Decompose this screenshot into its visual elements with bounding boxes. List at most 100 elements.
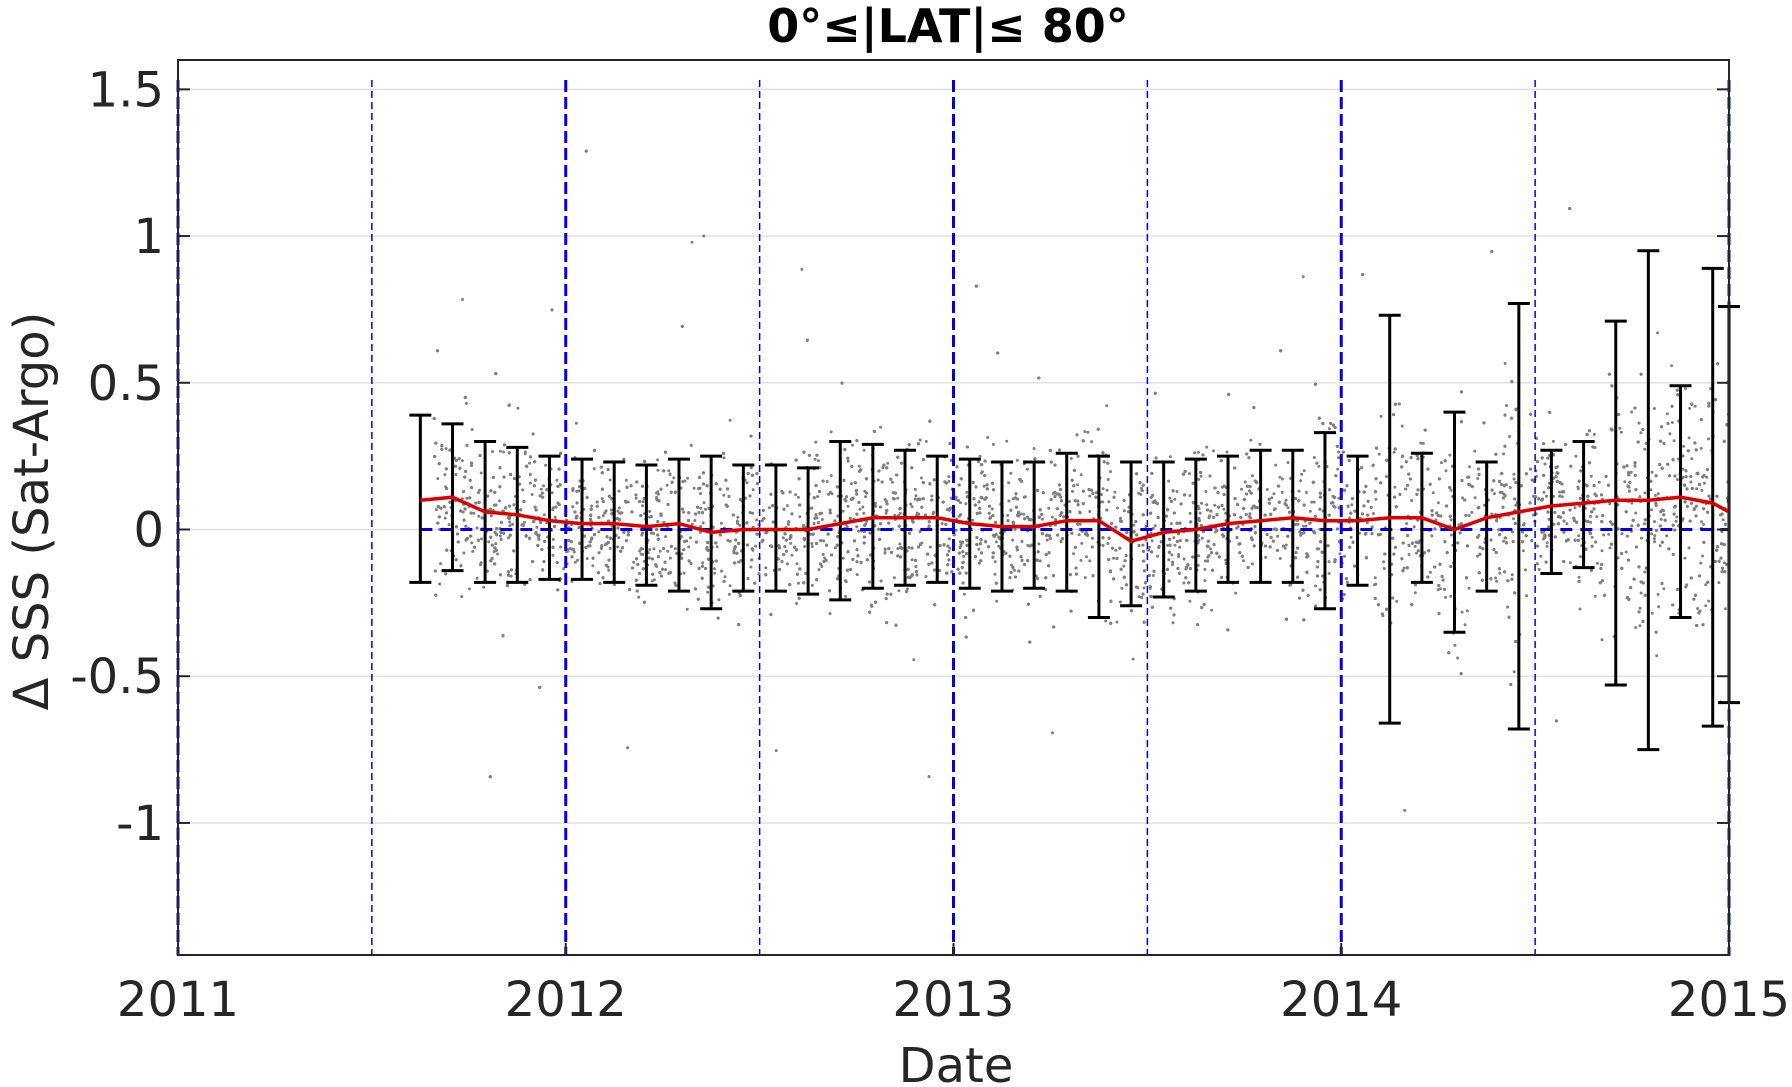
data-point	[1674, 519, 1678, 523]
data-point	[1210, 608, 1214, 612]
data-point	[1265, 488, 1269, 491]
data-point	[749, 565, 753, 569]
data-point	[470, 541, 474, 545]
data-point	[1294, 551, 1298, 554]
data-point	[1337, 496, 1341, 500]
data-point	[1173, 497, 1177, 501]
data-point	[607, 568, 611, 572]
data-point	[687, 545, 691, 549]
data-point	[1308, 509, 1312, 513]
data-point	[472, 511, 476, 515]
data-point	[1120, 586, 1124, 590]
data-point	[994, 540, 998, 544]
data-point	[521, 488, 525, 492]
data-point	[617, 506, 621, 510]
data-point	[1177, 553, 1181, 556]
data-point	[480, 537, 483, 541]
data-point	[1699, 446, 1703, 450]
data-point	[722, 493, 726, 497]
data-point	[896, 547, 900, 551]
data-point	[1175, 490, 1179, 493]
data-point	[1506, 605, 1510, 609]
data-point	[786, 522, 790, 526]
data-point	[1593, 594, 1597, 598]
data-point	[574, 421, 578, 425]
data-point	[1072, 552, 1075, 556]
data-point	[1348, 516, 1351, 520]
data-point	[1085, 555, 1088, 559]
data-point	[1502, 539, 1506, 543]
data-point	[1653, 534, 1657, 537]
data-point	[795, 562, 799, 566]
data-point	[1395, 599, 1399, 603]
data-point	[682, 571, 686, 575]
data-point	[1173, 543, 1177, 547]
data-point	[1019, 512, 1023, 516]
data-point	[1658, 544, 1662, 548]
data-point	[1470, 510, 1474, 514]
data-point	[477, 491, 480, 495]
data-point	[559, 545, 563, 549]
data-point	[1050, 515, 1054, 519]
data-point	[438, 582, 442, 586]
data-point	[1302, 469, 1306, 473]
data-point	[1151, 574, 1155, 577]
data-point	[1600, 638, 1604, 642]
data-point	[1337, 450, 1341, 454]
data-point	[1490, 512, 1494, 516]
data-point	[1170, 553, 1174, 557]
data-point	[841, 556, 845, 560]
data-point	[632, 560, 636, 564]
data-point	[1365, 521, 1369, 525]
data-point	[1608, 502, 1612, 506]
data-point	[475, 526, 479, 530]
data-point	[947, 549, 951, 553]
data-point	[1200, 536, 1204, 540]
data-point	[1222, 507, 1226, 511]
data-point	[927, 775, 931, 778]
data-point	[948, 546, 952, 550]
data-point	[1009, 471, 1013, 475]
data-point	[487, 540, 491, 544]
data-point	[1047, 506, 1051, 510]
data-point	[1300, 472, 1304, 476]
data-point	[685, 607, 689, 611]
data-point	[713, 571, 717, 575]
data-point	[1297, 489, 1301, 493]
data-point	[617, 489, 621, 493]
data-point	[1682, 444, 1686, 448]
data-point	[464, 401, 468, 405]
data-point	[965, 490, 969, 494]
data-point	[479, 471, 483, 475]
data-point	[665, 483, 669, 487]
data-point	[1224, 558, 1228, 562]
data-point	[704, 507, 707, 511]
data-point	[1643, 522, 1647, 526]
data-point	[528, 473, 532, 476]
data-point	[1473, 449, 1477, 453]
data-point	[1006, 513, 1010, 517]
data-point	[1707, 599, 1711, 603]
data-point	[1022, 512, 1026, 516]
data-point	[1083, 430, 1087, 434]
data-point	[817, 568, 821, 572]
data-point	[652, 547, 656, 551]
data-point	[855, 573, 859, 577]
data-point	[993, 572, 997, 576]
data-point	[912, 658, 916, 662]
data-point	[1131, 657, 1135, 661]
data-point	[576, 558, 579, 562]
data-point	[890, 480, 894, 484]
data-point	[624, 478, 628, 482]
data-point	[1653, 494, 1657, 497]
data-point	[616, 545, 620, 549]
data-point	[1704, 604, 1708, 608]
data-point	[1579, 555, 1583, 559]
data-point	[1623, 480, 1627, 484]
data-point	[492, 550, 496, 554]
data-point	[723, 575, 727, 579]
data-point	[551, 553, 555, 557]
data-point	[1638, 624, 1642, 628]
data-point	[795, 602, 799, 605]
data-point	[1069, 456, 1073, 460]
